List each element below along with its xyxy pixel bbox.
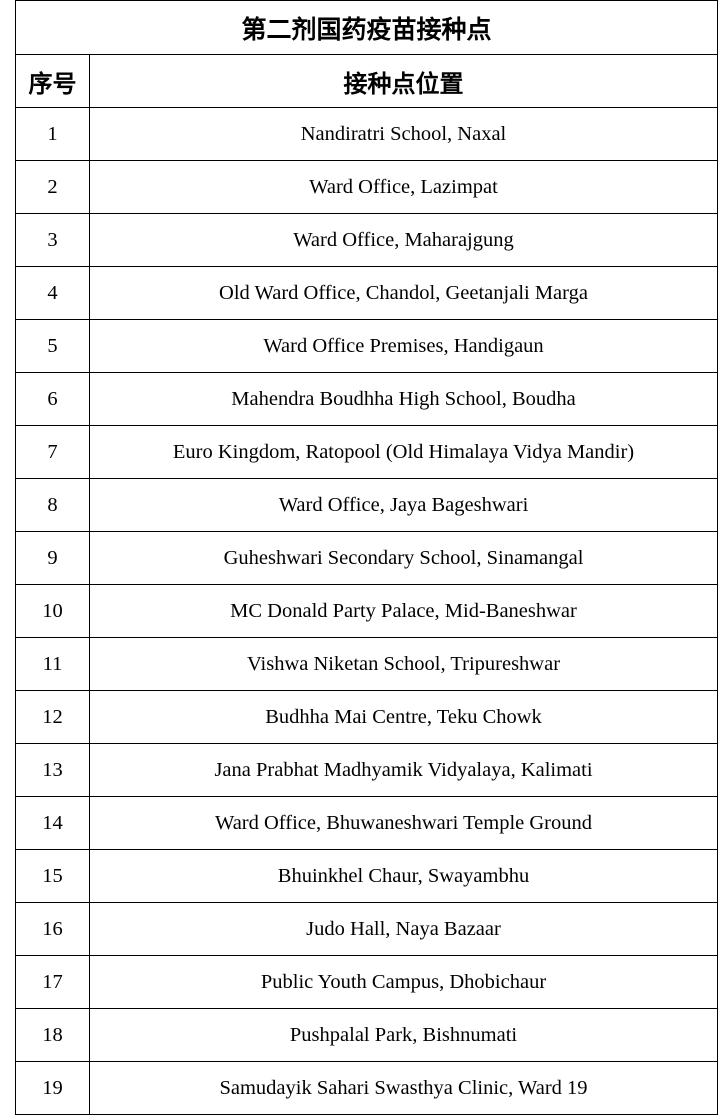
row-number: 5 bbox=[15, 319, 90, 373]
row-number: 1 bbox=[15, 107, 90, 161]
table-row: 19 Samudayik Sahari Swasthya Clinic, Ward… bbox=[15, 1061, 718, 1115]
table-row: 11 Vishwa Niketan School, Tripureshwar bbox=[15, 637, 718, 691]
row-location: Public Youth Campus, Dhobichaur bbox=[89, 955, 718, 1009]
row-location: Ward Office, Bhuwaneshwari Temple Ground bbox=[89, 796, 718, 850]
row-number: 6 bbox=[15, 372, 90, 426]
table-row: 15 Bhuinkhel Chaur, Swayambhu bbox=[15, 849, 718, 903]
table-row: 7 Euro Kingdom, Ratopool (Old Himalaya Vi… bbox=[15, 425, 718, 479]
row-location: Nandiratri School, Naxal bbox=[89, 107, 718, 161]
table-row: 10 MC Donald Party Palace, Mid-Baneshwar bbox=[15, 584, 718, 638]
row-location: Guheshwari Secondary School, Sinamangal bbox=[89, 531, 718, 585]
table-title: 第二剂国药疫苗接种点 bbox=[15, 0, 718, 55]
row-location: Ward Office, Jaya Bageshwari bbox=[89, 478, 718, 532]
row-location: Pushpalal Park, Bishnumati bbox=[89, 1008, 718, 1062]
row-number: 14 bbox=[15, 796, 90, 850]
table-row: 18 Pushpalal Park, Bishnumati bbox=[15, 1008, 718, 1062]
row-location: Ward Office, Lazimpat bbox=[89, 160, 718, 214]
row-location: Ward Office, Maharajgung bbox=[89, 213, 718, 267]
table-row: 8 Ward Office, Jaya Bageshwari bbox=[15, 478, 718, 532]
table-row: 17 Public Youth Campus, Dhobichaur bbox=[15, 955, 718, 1009]
row-number: 15 bbox=[15, 849, 90, 903]
row-number: 11 bbox=[15, 637, 90, 691]
row-location: Mahendra Boudhha High School, Boudha bbox=[89, 372, 718, 426]
table-row: 1 Nandiratri School, Naxal bbox=[15, 107, 718, 161]
row-location: Judo Hall, Naya Bazaar bbox=[89, 902, 718, 956]
row-location: Samudayik Sahari Swasthya Clinic, Ward 1… bbox=[89, 1061, 718, 1115]
table-row: 4 Old Ward Office, Chandol, Geetanjali Ma… bbox=[15, 266, 718, 320]
row-number: 4 bbox=[15, 266, 90, 320]
vaccination-sites-table: 第二剂国药疫苗接种点 序号 接种点位置 1 Nandiratri School, … bbox=[15, 0, 718, 1115]
row-location: Euro Kingdom, Ratopool (Old Himalaya Vid… bbox=[89, 425, 718, 479]
column-header-location: 接种点位置 bbox=[89, 54, 718, 108]
row-number: 16 bbox=[15, 902, 90, 956]
table-row: 9 Guheshwari Secondary School, Sinamangal bbox=[15, 531, 718, 585]
row-location: Old Ward Office, Chandol, Geetanjali Mar… bbox=[89, 266, 718, 320]
row-number: 8 bbox=[15, 478, 90, 532]
column-header-number: 序号 bbox=[15, 54, 90, 108]
table-row: 5 Ward Office Premises, Handigaun bbox=[15, 319, 718, 373]
row-number: 13 bbox=[15, 743, 90, 797]
table-row: 3 Ward Office, Maharajgung bbox=[15, 213, 718, 267]
row-number: 10 bbox=[15, 584, 90, 638]
row-location: Budhha Mai Centre, Teku Chowk bbox=[89, 690, 718, 744]
table-row: 14 Ward Office, Bhuwaneshwari Temple Grou… bbox=[15, 796, 718, 850]
row-number: 17 bbox=[15, 955, 90, 1009]
table-row: 13 Jana Prabhat Madhyamik Vidyalaya, Kali… bbox=[15, 743, 718, 797]
row-location: Bhuinkhel Chaur, Swayambhu bbox=[89, 849, 718, 903]
row-number: 2 bbox=[15, 160, 90, 214]
row-location: Ward Office Premises, Handigaun bbox=[89, 319, 718, 373]
row-number: 7 bbox=[15, 425, 90, 479]
table-row: 2 Ward Office, Lazimpat bbox=[15, 160, 718, 214]
row-location: Jana Prabhat Madhyamik Vidyalaya, Kalima… bbox=[89, 743, 718, 797]
table-row: 12 Budhha Mai Centre, Teku Chowk bbox=[15, 690, 718, 744]
row-location: MC Donald Party Palace, Mid-Baneshwar bbox=[89, 584, 718, 638]
row-number: 18 bbox=[15, 1008, 90, 1062]
row-number: 12 bbox=[15, 690, 90, 744]
row-location: Vishwa Niketan School, Tripureshwar bbox=[89, 637, 718, 691]
row-number: 19 bbox=[15, 1061, 90, 1115]
row-number: 9 bbox=[15, 531, 90, 585]
table-row: 6 Mahendra Boudhha High School, Boudha bbox=[15, 372, 718, 426]
row-number: 3 bbox=[15, 213, 90, 267]
table-row: 16 Judo Hall, Naya Bazaar bbox=[15, 902, 718, 956]
